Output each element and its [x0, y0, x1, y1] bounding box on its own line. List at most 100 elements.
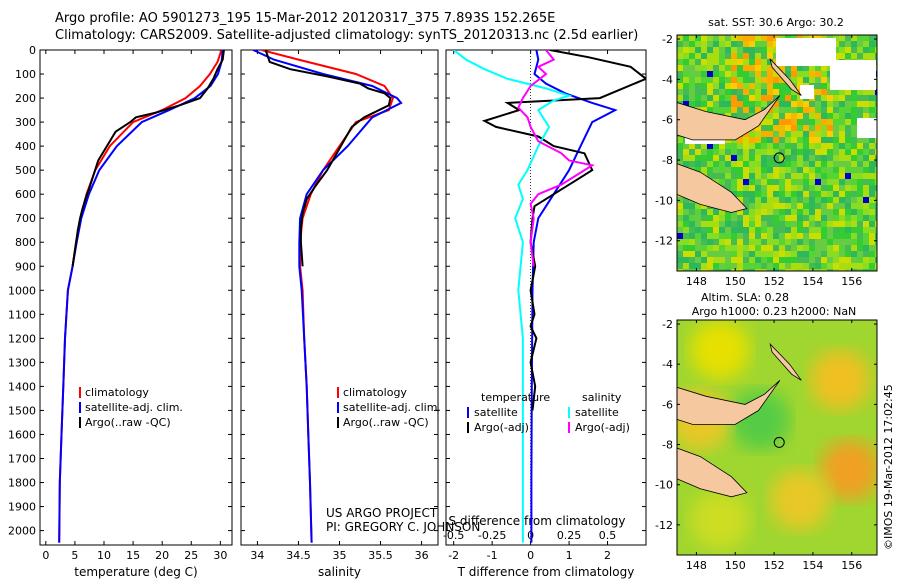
sst-cell — [839, 149, 846, 156]
sst-cell — [749, 221, 756, 228]
sst-cell — [833, 41, 840, 48]
y-tick-label: 100 — [15, 68, 36, 81]
sst-cell — [695, 47, 702, 54]
sst-cell — [725, 233, 732, 240]
sst-cell — [851, 209, 858, 216]
sst-cell — [707, 41, 714, 48]
sst-cell — [749, 215, 756, 222]
sst-cell — [761, 131, 768, 138]
sst-cell — [695, 65, 702, 72]
sst-cell — [809, 227, 816, 234]
sst-cell — [743, 239, 750, 246]
sst-cell — [761, 227, 768, 234]
sst-cell — [737, 161, 744, 168]
sst-cell — [851, 155, 858, 162]
sst-cell — [839, 47, 846, 54]
sst-cell — [875, 101, 877, 108]
sst-cell — [815, 95, 822, 102]
sst-cell — [749, 167, 756, 174]
sst-cell — [815, 71, 822, 78]
sst-cell — [839, 113, 846, 120]
sst-cell — [737, 149, 744, 156]
sst-cell — [737, 167, 744, 174]
sst-cell — [803, 107, 810, 114]
sst-cell — [701, 203, 708, 210]
sst-cell — [773, 215, 780, 222]
land-mass — [677, 163, 748, 213]
sst-cell — [743, 215, 750, 222]
sst-cell — [701, 155, 708, 162]
sst-cell — [713, 245, 720, 252]
sst-cell — [833, 47, 840, 54]
sst-cell — [815, 143, 822, 150]
sst-cell — [749, 83, 756, 90]
sst-cell — [725, 251, 732, 258]
sst-cell — [719, 245, 726, 252]
sst-cell — [827, 233, 834, 240]
sst-cell — [863, 47, 870, 54]
sst-cell — [779, 263, 786, 270]
sst-cell — [839, 209, 846, 216]
sst-cell — [875, 173, 877, 180]
sst-cell — [677, 197, 684, 204]
sst-cell — [785, 125, 792, 132]
sst-cell — [845, 227, 852, 234]
sst-cell — [815, 125, 822, 132]
sst-cell — [737, 269, 744, 271]
sst-cell — [737, 251, 744, 258]
sst-cell — [677, 41, 684, 48]
sst-cell — [707, 161, 714, 168]
sst-cell — [773, 197, 780, 204]
sst-cell — [803, 251, 810, 258]
sst-cell — [857, 269, 864, 271]
sst-cell — [827, 107, 834, 114]
sst-cell — [755, 101, 762, 108]
sst-cell — [701, 263, 708, 270]
sst-cell — [833, 101, 840, 108]
sst-cell — [809, 239, 816, 246]
sst-cell — [785, 89, 792, 96]
argo-position-marker — [773, 436, 785, 448]
sst-cell — [719, 257, 726, 264]
x-tick-label: 10 — [97, 549, 111, 562]
sst-cell — [701, 41, 708, 48]
x-tick-label: 36 — [415, 549, 429, 562]
sst-cell — [821, 263, 828, 270]
sst-cell — [725, 53, 732, 60]
sst-cell — [863, 203, 870, 210]
sst-cell — [845, 113, 852, 120]
sst-cell — [683, 77, 690, 84]
sst-cell — [761, 89, 768, 96]
sst-cell — [725, 77, 732, 84]
sst-cell — [695, 245, 702, 252]
sst-cell — [737, 209, 744, 216]
sst-cell — [815, 221, 822, 228]
sst-cell — [767, 263, 774, 270]
sst-cell — [701, 149, 708, 156]
sst-cell — [701, 257, 708, 264]
sst-cell — [821, 167, 828, 174]
sst-cell — [755, 227, 762, 234]
sst-cell — [779, 251, 786, 258]
sst-cell — [725, 59, 732, 66]
sst-cell — [749, 41, 756, 48]
sst-cell — [713, 173, 720, 180]
sst-cell — [815, 263, 822, 270]
sst-cell — [743, 227, 750, 234]
sst-cell — [833, 107, 840, 114]
y-tick-label: 1700 — [8, 452, 36, 465]
sst-cell — [767, 239, 774, 246]
sst-cell — [743, 83, 750, 90]
sst-cell — [689, 83, 696, 90]
sst-cell — [803, 65, 810, 72]
sst-cell — [761, 269, 768, 271]
sst-cell — [779, 227, 786, 234]
sst-cell — [767, 203, 774, 210]
lat-tick-label: -2 — [662, 33, 673, 46]
sst-cell — [761, 197, 768, 204]
sst-cell — [683, 47, 690, 54]
sst-cell — [851, 161, 858, 168]
no-data-region — [857, 118, 877, 138]
sst-cell — [725, 155, 732, 162]
sst-cell — [785, 245, 792, 252]
